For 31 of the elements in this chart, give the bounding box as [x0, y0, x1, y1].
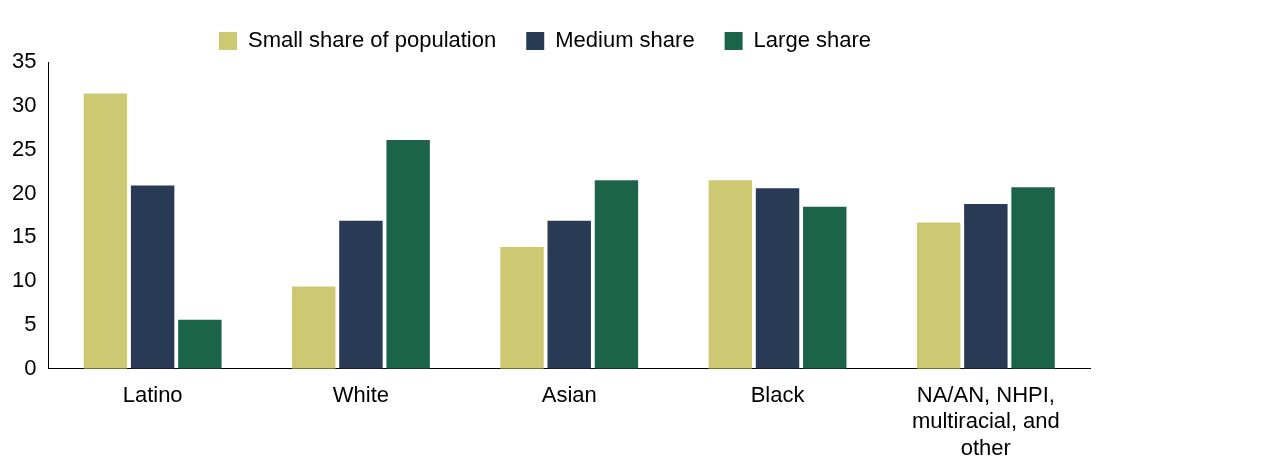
bar [755, 188, 800, 369]
bar [803, 206, 847, 369]
bar [83, 93, 128, 369]
bar [547, 220, 591, 369]
x-tick-label: NA/AN, NHPI, multiracial, and other [911, 382, 1060, 460]
y-tick-label: 5 [24, 311, 37, 337]
y-tick-label: 0 [24, 354, 37, 380]
y-tick-label: 25 [11, 135, 37, 161]
bar [708, 180, 753, 369]
bar [386, 140, 430, 369]
y-tick-label: 10 [11, 267, 37, 293]
x-tick-label: Asian [541, 382, 597, 408]
y-tick-label: 20 [11, 179, 37, 205]
bar [500, 246, 544, 369]
bar [594, 180, 639, 369]
bar [916, 222, 961, 369]
y-tick-label: 35 [11, 48, 37, 74]
bar [130, 185, 175, 369]
y-tick-label: 15 [11, 223, 37, 249]
x-tick-label: White [332, 382, 390, 408]
legend-label: Medium share [555, 27, 695, 53]
bar [1011, 187, 1055, 369]
y-tick-label: 30 [11, 91, 37, 117]
bar [178, 319, 222, 369]
bar [291, 286, 336, 369]
legend-label: Large share [753, 27, 872, 53]
legend-label: Small share of population [247, 27, 497, 53]
x-tick-label: Black [750, 382, 806, 408]
x-tick-label: Latino [122, 382, 183, 408]
bar [964, 204, 1008, 369]
bar [339, 220, 383, 369]
